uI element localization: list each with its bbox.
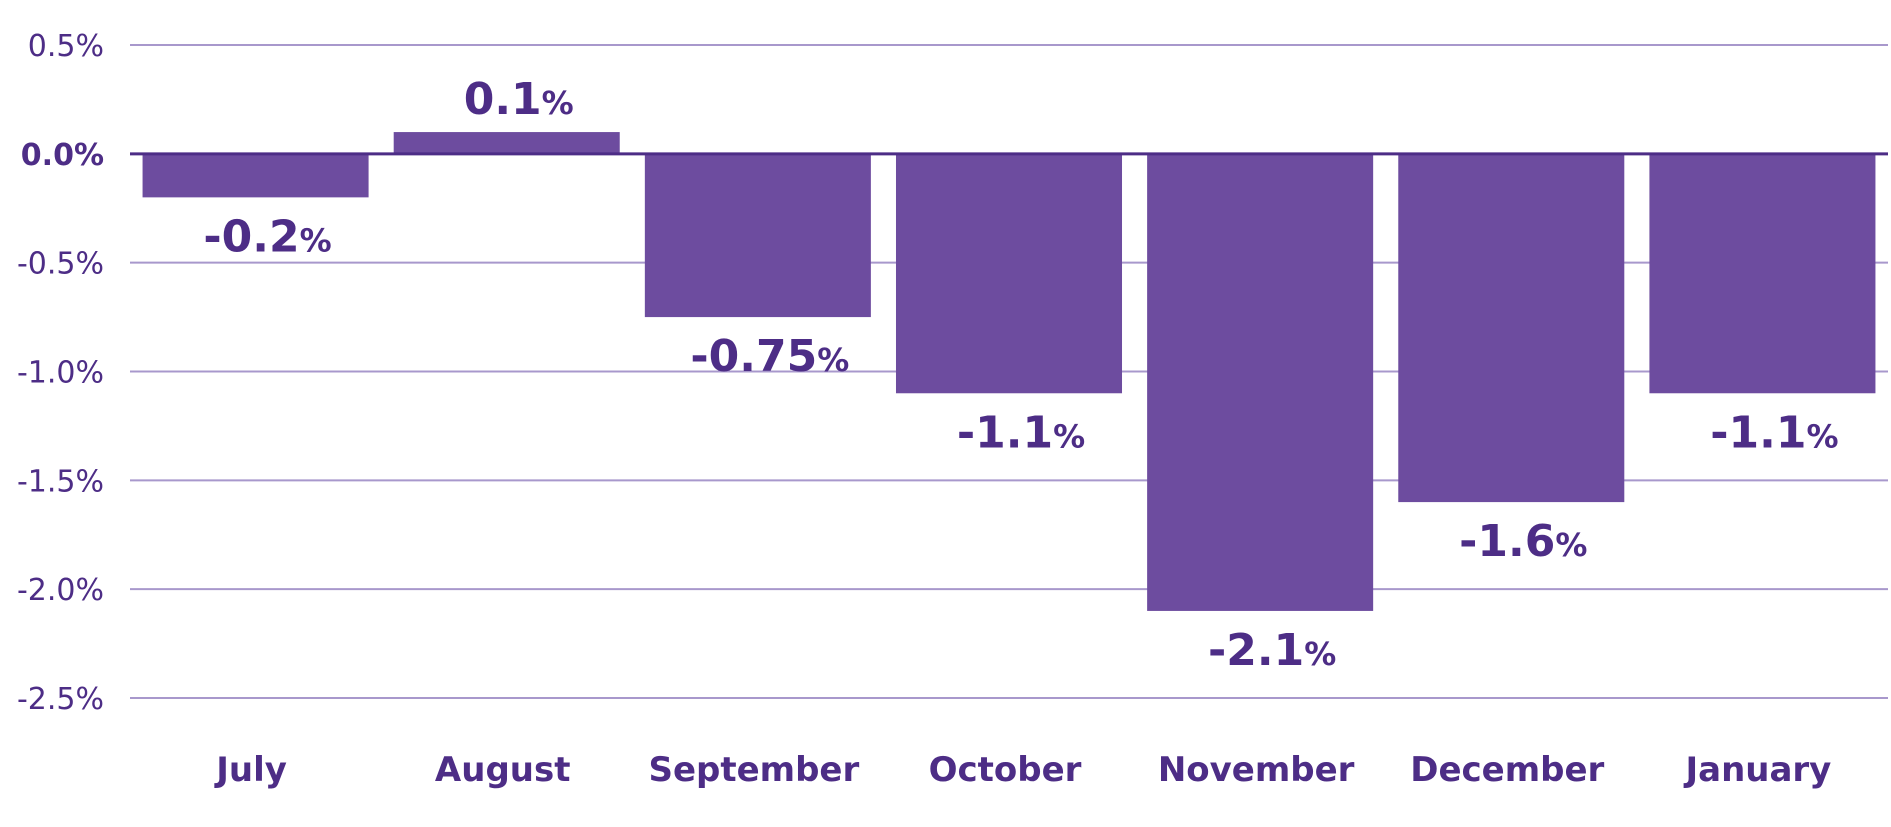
x-category-label: July bbox=[214, 750, 287, 790]
data-label: -0.75% bbox=[690, 331, 849, 382]
x-category-label: December bbox=[1410, 750, 1604, 790]
data-label-unit: % bbox=[542, 84, 574, 122]
data-label-value: -1.1 bbox=[957, 407, 1053, 458]
bar-october bbox=[895, 153, 1123, 394]
x-category-label: August bbox=[435, 750, 571, 790]
bar-july bbox=[142, 153, 369, 198]
x-category-label: September bbox=[648, 750, 859, 790]
x-axis-categories: July August September October November Decemb… bbox=[214, 750, 1831, 790]
y-tick-label: 0.5% bbox=[28, 29, 104, 64]
x-category-label: October bbox=[929, 750, 1082, 790]
bar-august bbox=[393, 132, 620, 154]
data-label-value: -1.1 bbox=[1710, 407, 1806, 458]
x-category-label: January bbox=[1683, 750, 1831, 790]
y-tick-label: -0.5% bbox=[17, 247, 104, 282]
y-axis-ticks: 0.5% 0.0% -0.5% -1.0% -1.5% -2.0% -2.5% bbox=[17, 29, 104, 717]
bar-september bbox=[644, 153, 871, 318]
data-label: -0.2% bbox=[203, 211, 331, 262]
data-label-value: -1.6 bbox=[1459, 516, 1555, 567]
data-label-value: -0.2 bbox=[203, 211, 299, 262]
data-label: 0.1% bbox=[464, 74, 574, 125]
data-label-unit: % bbox=[1555, 526, 1587, 564]
y-tick-label: -1.5% bbox=[17, 464, 104, 499]
bar-december bbox=[1398, 153, 1625, 503]
data-label-unit: % bbox=[1053, 417, 1085, 455]
y-tick-label: 0.0% bbox=[21, 138, 104, 173]
x-category-label: November bbox=[1158, 750, 1355, 790]
data-label-value: -2.1 bbox=[1208, 625, 1304, 676]
bar-november bbox=[1147, 153, 1374, 611]
bars bbox=[142, 132, 1876, 611]
data-labels: -0.2%0.1%-0.75%-1.1%-2.1%-1.6%-1.1% bbox=[203, 74, 1838, 676]
data-label: -2.1% bbox=[1208, 625, 1336, 676]
bar-january bbox=[1649, 153, 1876, 394]
data-label: -1.1% bbox=[957, 407, 1085, 458]
data-label: -1.1% bbox=[1710, 407, 1838, 458]
y-tick-label: -2.0% bbox=[17, 573, 104, 608]
y-tick-label: -2.5% bbox=[17, 682, 104, 717]
data-label-value: 0.1 bbox=[464, 74, 542, 125]
data-label-unit: % bbox=[1304, 635, 1336, 673]
data-label: -1.6% bbox=[1459, 516, 1587, 567]
data-label-unit: % bbox=[817, 341, 849, 379]
data-label-value: -0.75 bbox=[690, 331, 817, 382]
y-tick-label: -1.0% bbox=[17, 356, 104, 391]
data-label-unit: % bbox=[300, 221, 332, 259]
data-label-unit: % bbox=[1807, 417, 1839, 455]
